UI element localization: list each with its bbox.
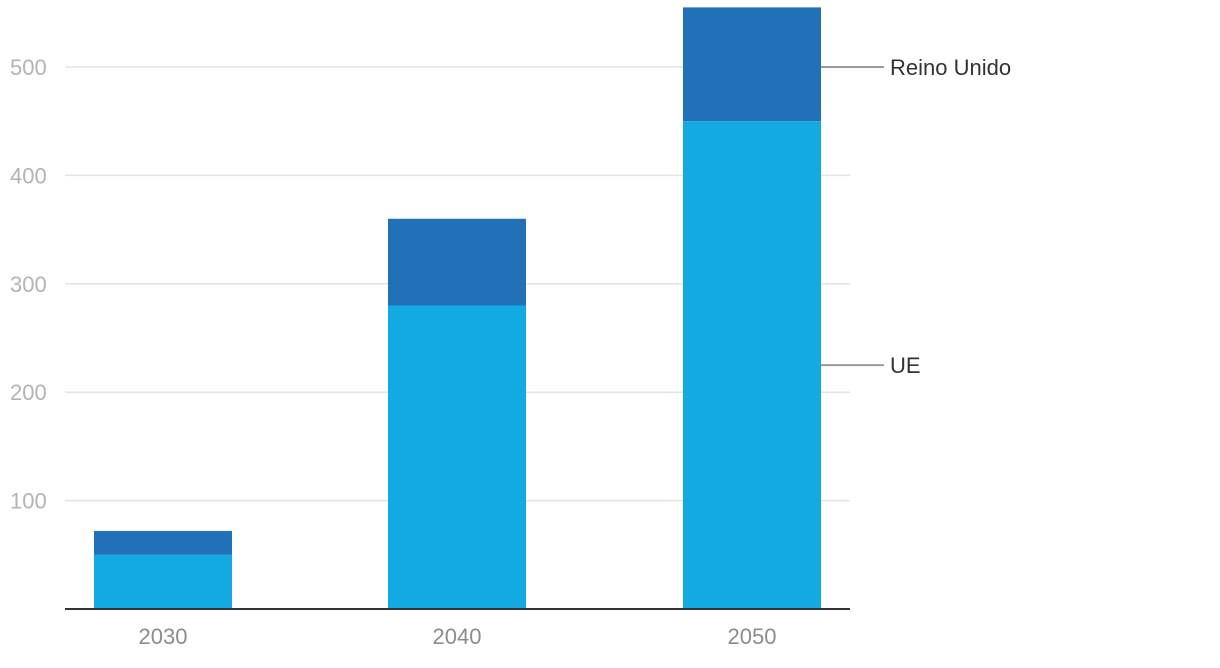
y-tick-label: 500 xyxy=(10,55,47,80)
y-axis-ticks: 100 200 300 400 500 xyxy=(10,55,47,514)
y-tick-label: 200 xyxy=(10,380,47,405)
bars xyxy=(94,7,821,609)
bar-segment-ue-2050 xyxy=(683,121,821,609)
x-tick-label: 2050 xyxy=(728,624,777,649)
y-tick-label: 300 xyxy=(10,272,47,297)
bar-segment-reino-unido-2050 xyxy=(683,7,821,122)
series-label-reino-unido: Reino Unido xyxy=(890,55,1011,80)
x-tick-label: 2030 xyxy=(139,624,188,649)
y-tick-label: 400 xyxy=(10,163,47,188)
bar-segment-ue-2030 xyxy=(94,554,232,609)
bar-segment-reino-unido-2040 xyxy=(388,218,526,306)
x-axis-ticks: 2030 2040 2050 xyxy=(139,624,777,649)
bar-segment-reino-unido-2030 xyxy=(94,530,232,555)
x-tick-label: 2040 xyxy=(433,624,482,649)
bar-segment-ue-2040 xyxy=(388,305,526,609)
y-tick-label: 100 xyxy=(10,489,47,514)
series-label-ue: UE xyxy=(890,353,921,378)
series-labels: UE Reino Unido xyxy=(821,55,1011,378)
